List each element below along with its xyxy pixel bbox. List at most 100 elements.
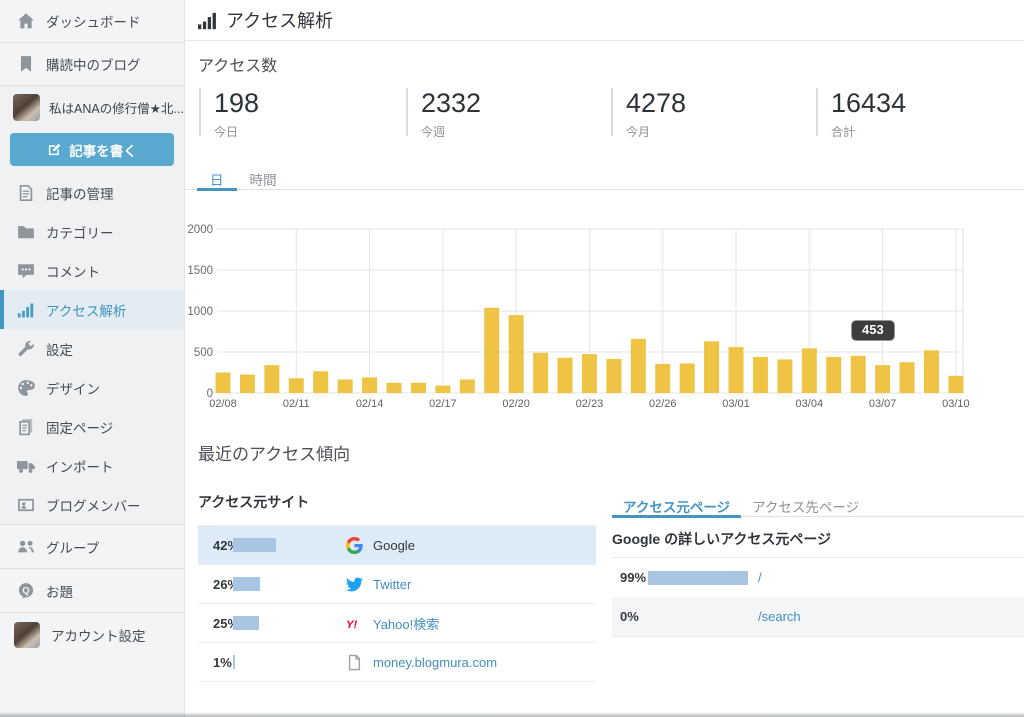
tab-detail-1[interactable]: アクセス先ページ	[752, 500, 860, 515]
source-row-money.blogmura.com[interactable]: 1% money.blogmura.com	[198, 643, 596, 682]
bar-03/01[interactable]	[728, 347, 744, 393]
tab-period-1[interactable]: 時間	[249, 173, 277, 188]
bar-02/10[interactable]	[264, 365, 280, 393]
sidebar-divider	[0, 42, 184, 43]
bar-02/11[interactable]	[288, 378, 304, 393]
blog-avatar	[13, 94, 40, 121]
sidebar-divider	[0, 524, 184, 525]
bar-02/24[interactable]	[606, 358, 622, 393]
sidebar-item-groups[interactable]: グループ	[0, 525, 184, 568]
detail-row[interactable]: 0% /search	[612, 597, 1024, 636]
source-site-link[interactable]: Google	[373, 537, 415, 553]
source-row-Yahoo!検索[interactable]: 25% Y! Yahoo!検索	[198, 604, 596, 643]
bar-03/09[interactable]	[923, 350, 939, 393]
bar-03/05[interactable]	[826, 356, 842, 393]
bar-02/27[interactable]	[679, 363, 695, 393]
sidebar-item-dashboard[interactable]: ダッシュボード	[0, 0, 184, 42]
bar-02/08[interactable]	[215, 372, 231, 394]
source-site-link[interactable]: Yahoo!検索	[373, 616, 440, 632]
tab-detail-0[interactable]: アクセス元ページ	[612, 490, 742, 518]
bar-02/28[interactable]	[704, 341, 720, 393]
sidebar-item-categories[interactable]: カテゴリー	[0, 212, 184, 251]
bar-03/08[interactable]	[899, 362, 915, 393]
bar-02/25[interactable]	[630, 338, 646, 393]
bar-03/02[interactable]	[752, 356, 768, 393]
bar-02/12[interactable]	[313, 371, 329, 393]
sidebar-item-access-analytics[interactable]: アクセス解析	[0, 290, 184, 329]
source-percent: 25%	[213, 615, 240, 631]
svg-text:03/01: 03/01	[722, 398, 750, 410]
bar-02/13[interactable]	[337, 379, 353, 393]
bar-03/04[interactable]	[801, 348, 817, 393]
referrer-sites-table: 42% Google 26% Twitter 25% Y! Yahoo!検索 1% money.…	[198, 525, 596, 682]
source-percent-bar	[233, 655, 235, 669]
wrench-icon	[17, 340, 35, 358]
stat-label: 今日	[214, 125, 239, 139]
bar-02/17[interactable]	[435, 385, 451, 393]
referrer-sites-title: アクセス元サイト	[198, 494, 310, 510]
access-count-title: アクセス数	[198, 58, 278, 75]
referrer-sites-panel: アクセス元サイト 42% Google 26% Twitter 25% Y! Yahoo!検…	[198, 492, 596, 682]
sidebar-item-blog-members[interactable]: ブログメンバー	[0, 485, 184, 524]
sidebar-item-comments[interactable]: コメント	[0, 251, 184, 290]
sidebar-item-label: お題	[46, 584, 73, 600]
bar-02/09[interactable]	[239, 374, 255, 393]
sidebar-item-settings[interactable]: 設定	[0, 329, 184, 368]
bar-02/14[interactable]	[362, 377, 378, 393]
source-site-link[interactable]: money.blogmura.com	[373, 654, 498, 670]
source-bar-track	[233, 655, 346, 669]
sidebar-item-label: コメント	[46, 264, 100, 280]
bar-02/23[interactable]	[581, 354, 597, 393]
sidebar-divider	[0, 85, 184, 86]
svg-text:500: 500	[194, 347, 213, 359]
detail-path-link[interactable]: /search	[758, 609, 801, 624]
yahoo-icon: Y!	[346, 615, 363, 632]
sidebar-item-account-settings[interactable]: アカウント設定	[0, 613, 184, 656]
tab-period-0[interactable]: 日	[197, 163, 237, 191]
bar-03/03[interactable]	[777, 359, 793, 393]
pages-icon	[17, 418, 35, 436]
stat-value: 16434	[831, 88, 907, 118]
sidebar-item-design[interactable]: デザイン	[0, 368, 184, 407]
bar-02/20[interactable]	[508, 315, 524, 393]
sidebar-item-subscriptions[interactable]: 購読中のブログ	[0, 43, 184, 85]
source-percent-bar	[233, 616, 259, 630]
sidebar-item-import[interactable]: インポート	[0, 446, 184, 485]
bar-02/22[interactable]	[557, 357, 573, 393]
bar-02/15[interactable]	[386, 382, 402, 393]
sidebar-item-odai[interactable]: Q お題	[0, 569, 184, 612]
bar-02/18[interactable]	[459, 379, 475, 393]
sidebar-divider	[0, 612, 184, 613]
bar-02/26[interactable]	[655, 363, 671, 393]
source-row-Google[interactable]: 42% Google	[198, 526, 596, 565]
bar-03/07[interactable]	[875, 365, 891, 393]
bar-03/06[interactable]	[850, 355, 866, 393]
bar-02/16[interactable]	[410, 382, 426, 393]
source-percent: 26%	[213, 576, 240, 592]
svg-text:02/14: 02/14	[356, 398, 384, 410]
source-site-link[interactable]: Twitter	[373, 576, 412, 592]
bar-02/19[interactable]	[484, 307, 500, 393]
sidebar-item-fixed-pages[interactable]: 固定ページ	[0, 407, 184, 446]
sidebar: ダッシュボード 購読中のブログ 私はANAの修行僧★北... 記事を書く 記事の管…	[0, 0, 185, 717]
detail-row[interactable]: 99% /	[612, 558, 1024, 597]
access-chart[interactable]: 0 500 1000 1500 2000 02/08 02/11 02/14 02/17 02/2…	[185, 222, 1024, 418]
svg-text:1500: 1500	[187, 265, 213, 277]
window-bottom-edge	[0, 712, 1024, 717]
stat-合計: 16434 合計	[816, 88, 907, 139]
bar-chart[interactable]: 0 500 1000 1500 2000 02/08 02/11 02/14 02/17 02/2…	[185, 222, 1024, 418]
write-entry-button[interactable]: 記事を書く	[10, 133, 174, 166]
chart-bars-icon	[17, 301, 35, 319]
blog-header[interactable]: 私はANAの修行僧★北...	[0, 86, 184, 129]
svg-text:02/08: 02/08	[209, 398, 237, 410]
detail-path-link[interactable]: /	[758, 570, 762, 585]
page-header: アクセス解析	[185, 0, 1024, 41]
recent-trends-title: 最近のアクセス傾向	[198, 445, 351, 464]
main-content: アクセス解析 アクセス数 198 今日 2332 今週 4278 今月 16434 合計 日時…	[185, 0, 1024, 717]
sidebar-divider	[0, 568, 184, 569]
source-row-Twitter[interactable]: 26% Twitter	[198, 565, 596, 604]
bar-02/21[interactable]	[533, 352, 549, 393]
sidebar-item-entries[interactable]: 記事の管理	[0, 173, 184, 212]
write-entry-label: 記事を書く	[69, 143, 137, 159]
bar-03/10[interactable]	[948, 375, 964, 393]
